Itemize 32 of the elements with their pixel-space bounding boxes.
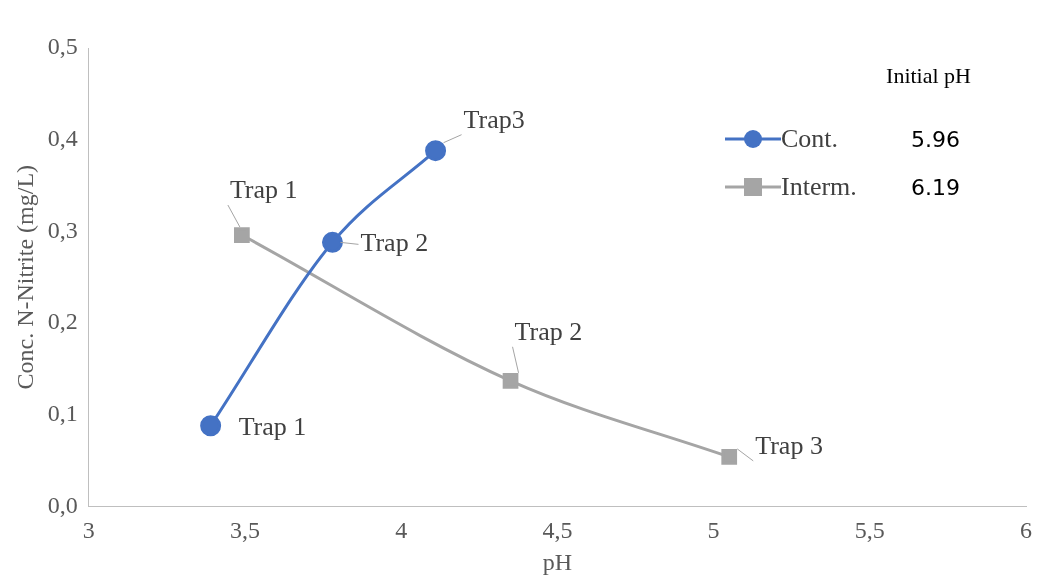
annotation: Trap 2 [514, 316, 583, 346]
annotation: 5.96 [911, 126, 961, 152]
y-tick-label: 0,4 [47, 124, 78, 151]
point [234, 227, 250, 243]
annotation: Trap3 [463, 104, 525, 134]
point [425, 140, 447, 162]
y-tick-label: 0,0 [47, 491, 78, 518]
y-tick-label: 0,3 [47, 216, 78, 243]
point [321, 231, 343, 253]
x-tick-label: 5 [707, 517, 720, 544]
legend-label: Interm. [781, 172, 858, 202]
x-tick-label: 5,5 [854, 517, 885, 544]
y-axis-title: Conc. N-Nitrite (mg/L) [11, 164, 38, 390]
annotation: 6.19 [911, 174, 961, 200]
x-axis-title: pH [542, 548, 573, 575]
x-tick-label: 4 [395, 517, 408, 544]
x-tick-label: 3,5 [230, 517, 260, 544]
point [721, 449, 738, 465]
x-tick-label: 4,5 [542, 517, 573, 544]
annotation: Trap 3 [755, 430, 823, 460]
y-tick-label: 0,1 [47, 400, 78, 427]
x-tick-label: 3 [82, 517, 95, 544]
annotation: Trap 2 [360, 228, 429, 258]
annotation: Trap 1 [238, 411, 307, 441]
y-tick-label: 0,5 [47, 33, 78, 60]
point [502, 372, 519, 389]
legend-label: Cont. [781, 124, 840, 154]
point [200, 415, 222, 437]
x-tick-label: 6 [1020, 517, 1032, 544]
annotation: Trap 1 [229, 174, 298, 204]
y-tick-label: 0,2 [47, 308, 78, 335]
legend-title: Initial pH [885, 63, 971, 89]
